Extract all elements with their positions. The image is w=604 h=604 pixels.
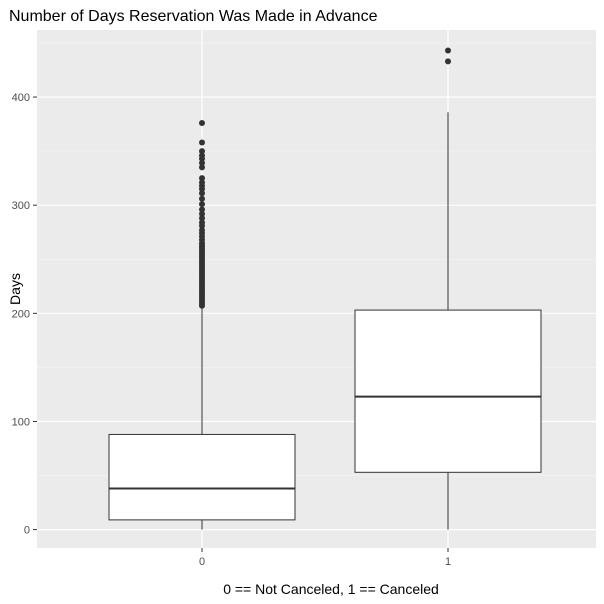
y-axis-title: Days <box>7 273 23 305</box>
outlier-point <box>199 152 205 159</box>
y-tick-label: 200 <box>12 308 30 320</box>
outlier-point <box>199 160 205 167</box>
outlier-point <box>199 190 205 197</box>
x-tick-label: 0 <box>199 556 205 568</box>
outlier-point <box>199 206 205 213</box>
outlier-point <box>199 195 205 202</box>
box-0 <box>108 433 296 521</box>
axis-ticks <box>33 96 449 552</box>
outlier-point <box>445 47 451 54</box>
outlier-point <box>199 164 205 171</box>
outlier-point <box>199 148 205 155</box>
whiskers <box>201 112 449 530</box>
y-tick-label: 100 <box>12 416 30 428</box>
outlier-point <box>199 227 205 234</box>
x-tick-label: 1 <box>445 556 451 568</box>
chart-title: Number of Days Reservation Was Made in A… <box>9 8 378 25</box>
y-tick-label: 300 <box>12 200 30 212</box>
outlier-point <box>199 219 205 226</box>
y-tick-label: 0 <box>24 525 30 537</box>
boxes <box>108 309 542 521</box>
outlier-point <box>445 58 451 65</box>
outliers <box>199 47 451 309</box>
outlier-point <box>199 210 205 217</box>
outlier-point <box>199 139 205 146</box>
y-tick-label: 400 <box>12 92 30 104</box>
tick-labels: 0 100 200 300 400 0 1 <box>12 92 451 568</box>
outlier-point <box>199 179 205 186</box>
medians <box>109 395 541 490</box>
box-1 <box>354 309 542 473</box>
x-axis-title: 0 == Not Canceled, 1 == Canceled <box>223 581 439 597</box>
outlier-point <box>199 215 205 222</box>
outlier-point <box>199 175 205 182</box>
outlier-point <box>199 120 205 127</box>
outlier-point <box>199 201 205 208</box>
